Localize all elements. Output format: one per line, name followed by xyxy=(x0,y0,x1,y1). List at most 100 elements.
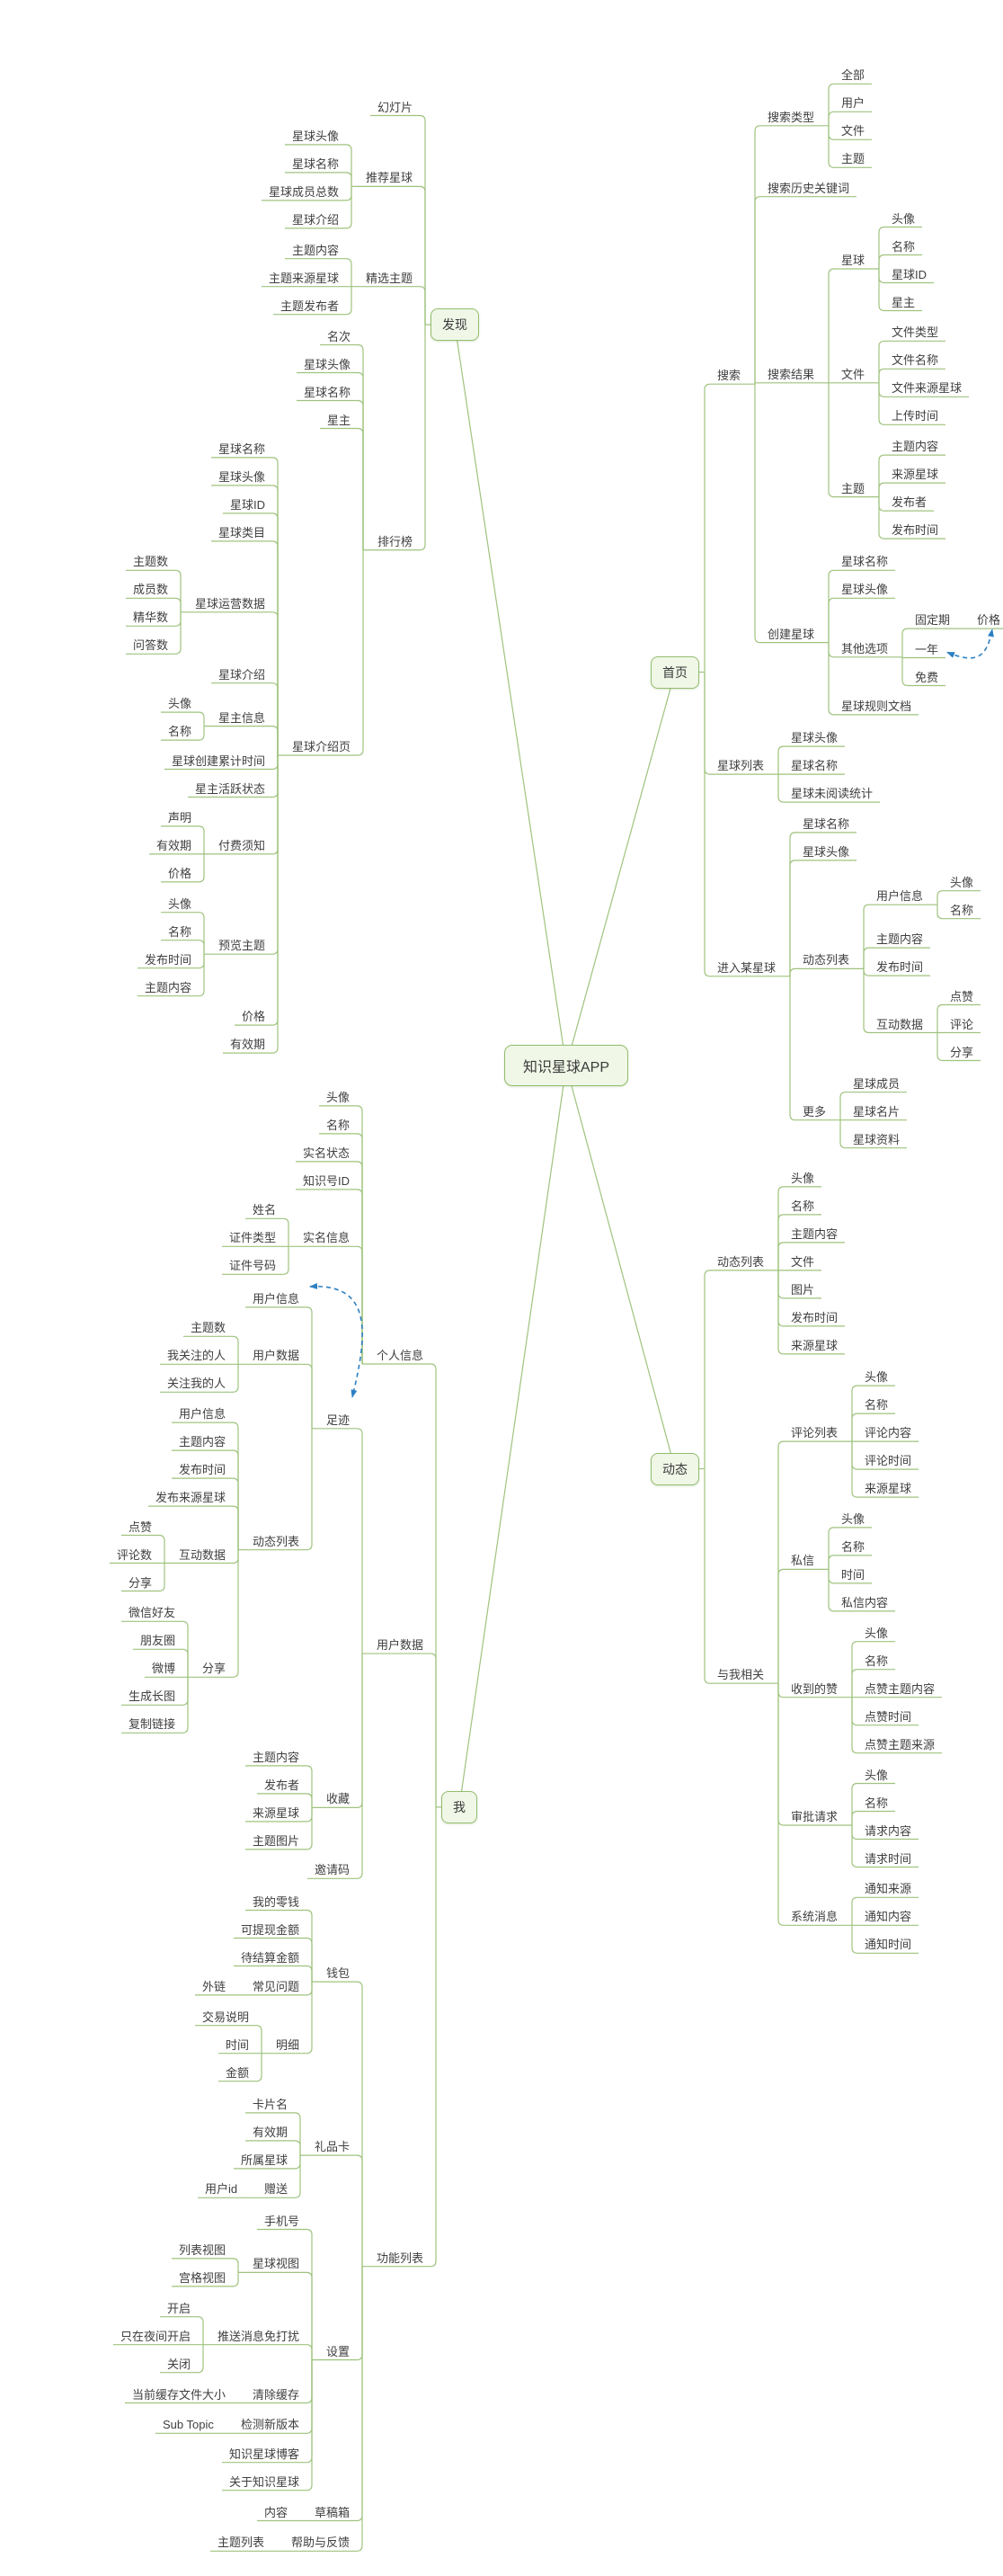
mindmap-topic[interactable]: 用户信息 xyxy=(876,889,924,904)
mindmap-topic[interactable]: 名称 xyxy=(841,1539,865,1554)
mindmap-topic[interactable]: 外链 xyxy=(202,1979,226,1993)
mindmap-topic[interactable]: 更多 xyxy=(803,1104,827,1119)
mindmap-topic[interactable]: 星球名称 xyxy=(304,385,351,399)
mindmap-topic[interactable]: 朋友圈 xyxy=(140,1634,176,1648)
mindmap-topic[interactable]: 星球 xyxy=(841,254,865,267)
mindmap-topic[interactable]: 动态列表 xyxy=(253,1534,300,1548)
mindmap-topic[interactable]: 有效期 xyxy=(253,2125,288,2139)
mindmap-topic[interactable]: 名次 xyxy=(327,329,351,343)
mindmap-topic[interactable]: 评论数 xyxy=(117,1547,153,1562)
mindmap-topic[interactable]: 所属星球 xyxy=(241,2153,288,2167)
mindmap-topic[interactable]: 文件类型 xyxy=(892,325,939,340)
mindmap-topic[interactable]: 推送消息免打扰 xyxy=(217,2329,300,2343)
mindmap-topic[interactable]: 交易说明 xyxy=(202,2010,250,2024)
mindmap-topic[interactable]: 星主活跃状态 xyxy=(195,781,266,796)
mindmap-topic[interactable]: 我关注的人 xyxy=(167,1349,226,1363)
mindmap-topic[interactable]: 帮助与反馈 xyxy=(291,2536,351,2550)
mindmap-topic[interactable]: 点赞主题来源 xyxy=(865,1737,936,1752)
mindmap-topic[interactable]: 星主 xyxy=(327,413,351,427)
mindmap-topic[interactable]: 星球视图 xyxy=(253,2257,300,2271)
mindmap-topic[interactable]: 星球名称 xyxy=(791,759,839,773)
mindmap-topic[interactable]: 动态列表 xyxy=(717,1254,765,1269)
mindmap-topic[interactable]: 文件 xyxy=(841,367,865,381)
mindmap-topic[interactable]: 时间 xyxy=(841,1567,865,1582)
mindmap-topic[interactable]: 星球头像 xyxy=(218,469,266,484)
mindmap-topic[interactable]: 待结算金额 xyxy=(241,1950,300,1965)
mindmap-topic[interactable]: 星球创建累计时间 xyxy=(172,753,266,768)
mindmap-topic[interactable]: 星球名片 xyxy=(853,1104,901,1119)
mindmap-topic[interactable]: 评论内容 xyxy=(865,1426,912,1440)
mindmap-topic[interactable]: 赠送 xyxy=(264,2182,288,2197)
mindmap-topic[interactable]: 发布时间 xyxy=(876,960,924,975)
mindmap-topic[interactable]: 成员数 xyxy=(133,583,169,597)
mindmap-topic[interactable]: 常见问题 xyxy=(253,1979,300,1993)
mindmap-topic[interactable]: 互动数据 xyxy=(179,1547,226,1562)
mindmap-topic[interactable]: 实名信息 xyxy=(303,1231,351,1245)
mindmap-topic[interactable]: 关闭 xyxy=(167,2357,191,2371)
mindmap-topic[interactable]: 星球介绍 xyxy=(292,212,340,227)
mindmap-topic[interactable]: 请求时间 xyxy=(865,1851,912,1866)
mindmap-topic[interactable]: 创建星球 xyxy=(768,627,815,641)
mindmap-topic[interactable]: 星球头像 xyxy=(803,844,850,859)
mindmap-topic[interactable]: 文件来源星球 xyxy=(892,381,963,396)
mindmap-topic[interactable]: 私信 xyxy=(791,1554,815,1568)
mindmap-topic[interactable]: 功能列表 xyxy=(377,2251,424,2265)
mindmap-topic[interactable]: 星球ID xyxy=(230,497,266,512)
mindmap-topic[interactable]: 星球成员 xyxy=(853,1076,901,1091)
mindmap-topic[interactable]: Sub Topic xyxy=(163,2418,214,2432)
mindmap-topic[interactable]: 搜索历史关键词 xyxy=(768,181,850,195)
mindmap-topic[interactable]: 来源星球 xyxy=(892,468,939,482)
mindmap-topic[interactable]: 邀请码 xyxy=(315,1863,351,1877)
mindmap-topic[interactable]: 头像 xyxy=(865,1768,889,1782)
mindmap-topic[interactable]: 固定期 xyxy=(915,613,951,628)
mindmap-topic[interactable]: 发布者 xyxy=(264,1778,300,1792)
mindmap-topic[interactable]: 有效期 xyxy=(230,1038,266,1052)
mindmap-topic[interactable]: 用户 xyxy=(841,96,865,111)
branch-topic-0[interactable]: 发现 xyxy=(430,308,479,342)
mindmap-topic[interactable]: 姓名 xyxy=(253,1203,277,1217)
mindmap-topic[interactable]: 审批请求 xyxy=(791,1810,839,1823)
mindmap-topic[interactable]: 其他选项 xyxy=(841,641,889,655)
mindmap-topic[interactable]: 幻灯片 xyxy=(377,100,413,114)
mindmap-topic[interactable]: 名称 xyxy=(865,1796,889,1810)
mindmap-topic[interactable]: 分享 xyxy=(950,1045,974,1059)
mindmap-topic[interactable]: 证件类型 xyxy=(229,1231,277,1245)
mindmap-topic[interactable]: 微信好友 xyxy=(129,1606,176,1620)
mindmap-topic[interactable]: 星球名称 xyxy=(292,156,340,171)
mindmap-topic[interactable]: 主题内容 xyxy=(145,980,192,994)
mindmap-topic[interactable]: 主题数 xyxy=(133,555,169,569)
mindmap-topic[interactable]: 礼品卡 xyxy=(315,2140,351,2154)
mindmap-topic[interactable]: 主题内容 xyxy=(292,243,340,257)
mindmap-topic[interactable]: 免费 xyxy=(915,670,939,684)
mindmap-topic[interactable]: 主题 xyxy=(841,152,865,166)
mindmap-topic[interactable]: 发布来源星球 xyxy=(155,1491,226,1505)
mindmap-topic[interactable]: 时间 xyxy=(226,2037,250,2052)
mindmap-topic[interactable]: 图片 xyxy=(791,1282,815,1297)
mindmap-topic[interactable]: 分享 xyxy=(202,1662,226,1676)
mindmap-topic[interactable]: 主题图片 xyxy=(253,1833,300,1848)
mindmap-topic[interactable]: 点赞 xyxy=(129,1520,153,1534)
mindmap-topic[interactable]: 精华数 xyxy=(133,611,169,625)
branch-topic-2[interactable]: 动态 xyxy=(651,1452,699,1485)
mindmap-topic[interactable]: 动态列表 xyxy=(803,953,850,967)
mindmap-topic[interactable]: 设置 xyxy=(326,2344,351,2358)
mindmap-topic[interactable]: 收到的赞 xyxy=(791,1681,839,1696)
mindmap-topic[interactable]: 星球资料 xyxy=(853,1132,901,1146)
mindmap-topic[interactable]: 星球介绍页 xyxy=(292,740,351,753)
mindmap-topic[interactable]: 用户id xyxy=(205,2182,238,2197)
mindmap-topic[interactable]: 头像 xyxy=(791,1171,815,1185)
mindmap-topic[interactable]: 头像 xyxy=(865,1370,889,1385)
mindmap-topic[interactable]: 与我相关 xyxy=(717,1668,765,1682)
mindmap-topic[interactable]: 预览主题 xyxy=(218,939,266,953)
mindmap-topic[interactable]: 请求内容 xyxy=(865,1823,912,1838)
mindmap-topic[interactable]: 主题来源星球 xyxy=(269,271,340,285)
mindmap-topic[interactable]: 分享 xyxy=(129,1575,153,1590)
mindmap-topic[interactable]: 我的零钱 xyxy=(253,1894,300,1909)
mindmap-topic[interactable]: 上传时间 xyxy=(892,409,939,423)
mindmap-topic[interactable]: 付费须知 xyxy=(218,838,266,852)
root-topic[interactable]: 知识星球APP xyxy=(504,1045,629,1087)
mindmap-topic[interactable]: 问答数 xyxy=(133,638,169,653)
mindmap-topic[interactable]: 来源星球 xyxy=(865,1482,912,1496)
mindmap-topic[interactable]: 明细 xyxy=(276,2037,300,2052)
mindmap-topic[interactable]: 有效期 xyxy=(156,838,192,852)
